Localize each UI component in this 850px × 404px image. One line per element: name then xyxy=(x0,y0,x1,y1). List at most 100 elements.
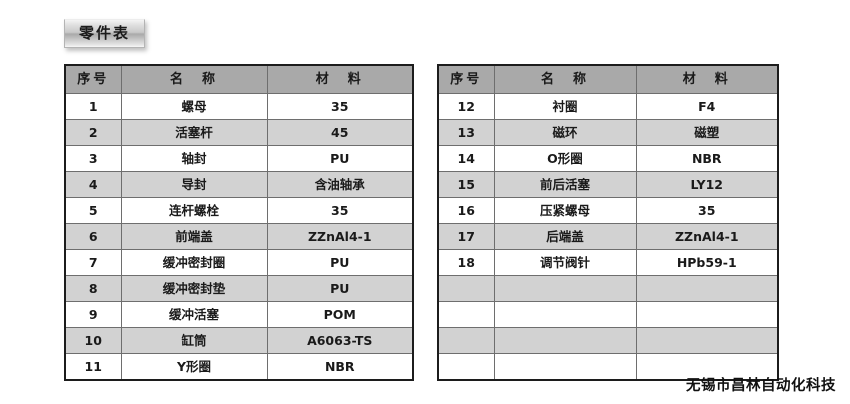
cell-part-material: ZZnAl4-1 xyxy=(266,223,414,250)
table-row: 12 衬圈 F4 xyxy=(437,93,779,120)
cell-part-material-empty xyxy=(635,275,779,302)
cell-part-name: 压紧螺母 xyxy=(493,197,637,224)
cell-part-material: 45 xyxy=(266,119,414,146)
cell-part-material: NBR xyxy=(266,353,414,381)
cell-part-material-empty xyxy=(635,327,779,354)
cell-part-number: 7 xyxy=(64,249,122,276)
table-left-body: 1 螺母 35 2 活塞杆 45 3 轴封 PU 4 导封 含油轴承 5 连杆螺栓 35 6 前端盖 ZZnAl4… xyxy=(64,93,414,381)
column-header-name: 名 称 xyxy=(493,64,637,94)
table-row xyxy=(437,353,779,381)
cell-part-number: 5 xyxy=(64,197,122,224)
cell-part-name: 活塞杆 xyxy=(120,119,268,146)
page-title-container: 零件表 xyxy=(64,19,146,48)
cell-part-name: 轴封 xyxy=(120,145,268,172)
cell-part-material: 35 xyxy=(266,197,414,224)
table-row: 4 导封 含油轴承 xyxy=(64,171,414,198)
cell-part-material: POM xyxy=(266,301,414,328)
cell-part-name: 调节阀针 xyxy=(493,249,637,276)
table-row xyxy=(437,275,779,302)
table-row: 1 螺母 35 xyxy=(64,93,414,120)
table-left-header: 序号 名 称 材 料 xyxy=(64,64,414,94)
table-row xyxy=(437,327,779,354)
cell-part-name: 前后活塞 xyxy=(493,171,637,198)
cell-part-name: 缓冲密封圈 xyxy=(120,249,268,276)
cell-part-name: 连杆螺栓 xyxy=(120,197,268,224)
column-header-no: 序号 xyxy=(64,64,122,94)
cell-part-material: PU xyxy=(266,145,414,172)
table-header-row: 序号 名 称 材 料 xyxy=(437,64,779,94)
cell-part-number-empty xyxy=(437,275,495,302)
cell-part-number: 16 xyxy=(437,197,495,224)
cell-part-material: LY12 xyxy=(635,171,779,198)
cell-part-material: 35 xyxy=(635,197,779,224)
cell-part-material-empty xyxy=(635,301,779,328)
cell-part-name: 导封 xyxy=(120,171,268,198)
table-row: 11 Y形圈 NBR xyxy=(64,353,414,381)
cell-part-number: 1 xyxy=(64,93,122,120)
table-row xyxy=(437,301,779,328)
cell-part-material: HPb59-1 xyxy=(635,249,779,276)
cell-part-number: 18 xyxy=(437,249,495,276)
cell-part-name: 缓冲活塞 xyxy=(120,301,268,328)
parts-tables-container: 序号 名 称 材 料 1 螺母 35 2 活塞杆 45 3 轴封 PU 4 导封 含油轴承 5 连杆螺栓 3… xyxy=(0,64,850,381)
cell-part-number: 10 xyxy=(64,327,122,354)
parts-table-right: 序号 名 称 材 料 12 衬圈 F4 13 磁环 磁塑 14 O形圈 NBR 15 前后活塞 LY1… xyxy=(437,64,779,381)
cell-part-name: 缸筒 xyxy=(120,327,268,354)
cell-part-material: 35 xyxy=(266,93,414,120)
cell-part-number: 11 xyxy=(64,353,122,381)
cell-part-number: 4 xyxy=(64,171,122,198)
table-row: 2 活塞杆 45 xyxy=(64,119,414,146)
table-row: 15 前后活塞 LY12 xyxy=(437,171,779,198)
cell-part-number: 15 xyxy=(437,171,495,198)
table-row: 10 缸筒 A6063-TS xyxy=(64,327,414,354)
cell-part-number: 3 xyxy=(64,145,122,172)
cell-part-name: Y形圈 xyxy=(120,353,268,381)
cell-part-name-empty xyxy=(493,301,637,328)
cell-part-name: 衬圈 xyxy=(493,93,637,120)
cell-part-name: O形圈 xyxy=(493,145,637,172)
footer-company-name: 无锡市昌林自动化科技 xyxy=(686,378,836,394)
cell-part-name-empty xyxy=(493,327,637,354)
page-title: 零件表 xyxy=(64,19,146,48)
cell-part-name: 前端盖 xyxy=(120,223,268,250)
parts-table-left: 序号 名 称 材 料 1 螺母 35 2 活塞杆 45 3 轴封 PU 4 导封 含油轴承 5 连杆螺栓 3… xyxy=(64,64,414,381)
cell-part-material: PU xyxy=(266,275,414,302)
cell-part-name: 后端盖 xyxy=(493,223,637,250)
cell-part-number: 2 xyxy=(64,119,122,146)
column-header-name: 名 称 xyxy=(120,64,268,94)
cell-part-number-empty xyxy=(437,327,495,354)
table-row: 3 轴封 PU xyxy=(64,145,414,172)
column-header-material: 材 料 xyxy=(635,64,779,94)
cell-part-number: 14 xyxy=(437,145,495,172)
cell-part-material: PU xyxy=(266,249,414,276)
table-row: 9 缓冲活塞 POM xyxy=(64,301,414,328)
cell-part-name: 缓冲密封垫 xyxy=(120,275,268,302)
table-right-body: 12 衬圈 F4 13 磁环 磁塑 14 O形圈 NBR 15 前后活塞 LY12 16 压紧螺母 35 17… xyxy=(437,93,779,381)
table-row: 18 调节阀针 HPb59-1 xyxy=(437,249,779,276)
table-row: 14 O形圈 NBR xyxy=(437,145,779,172)
cell-part-number: 6 xyxy=(64,223,122,250)
cell-part-name: 磁环 xyxy=(493,119,637,146)
table-row: 7 缓冲密封圈 PU xyxy=(64,249,414,276)
cell-part-number: 17 xyxy=(437,223,495,250)
cell-part-material: F4 xyxy=(635,93,779,120)
table-row: 5 连杆螺栓 35 xyxy=(64,197,414,224)
table-row: 13 磁环 磁塑 xyxy=(437,119,779,146)
cell-part-number: 8 xyxy=(64,275,122,302)
cell-part-number: 13 xyxy=(437,119,495,146)
cell-part-number: 12 xyxy=(437,93,495,120)
column-header-no: 序号 xyxy=(437,64,495,94)
table-row: 17 后端盖 ZZnAl4-1 xyxy=(437,223,779,250)
cell-part-material: 磁塑 xyxy=(635,119,779,146)
cell-part-material: ZZnAl4-1 xyxy=(635,223,779,250)
column-header-material: 材 料 xyxy=(266,64,414,94)
cell-part-number-empty xyxy=(437,353,495,381)
cell-part-material-empty xyxy=(635,353,779,381)
cell-part-material: A6063-TS xyxy=(266,327,414,354)
table-row: 16 压紧螺母 35 xyxy=(437,197,779,224)
cell-part-number-empty xyxy=(437,301,495,328)
cell-part-material: NBR xyxy=(635,145,779,172)
cell-part-name-empty xyxy=(493,353,637,381)
table-right-header: 序号 名 称 材 料 xyxy=(437,64,779,94)
cell-part-name-empty xyxy=(493,275,637,302)
